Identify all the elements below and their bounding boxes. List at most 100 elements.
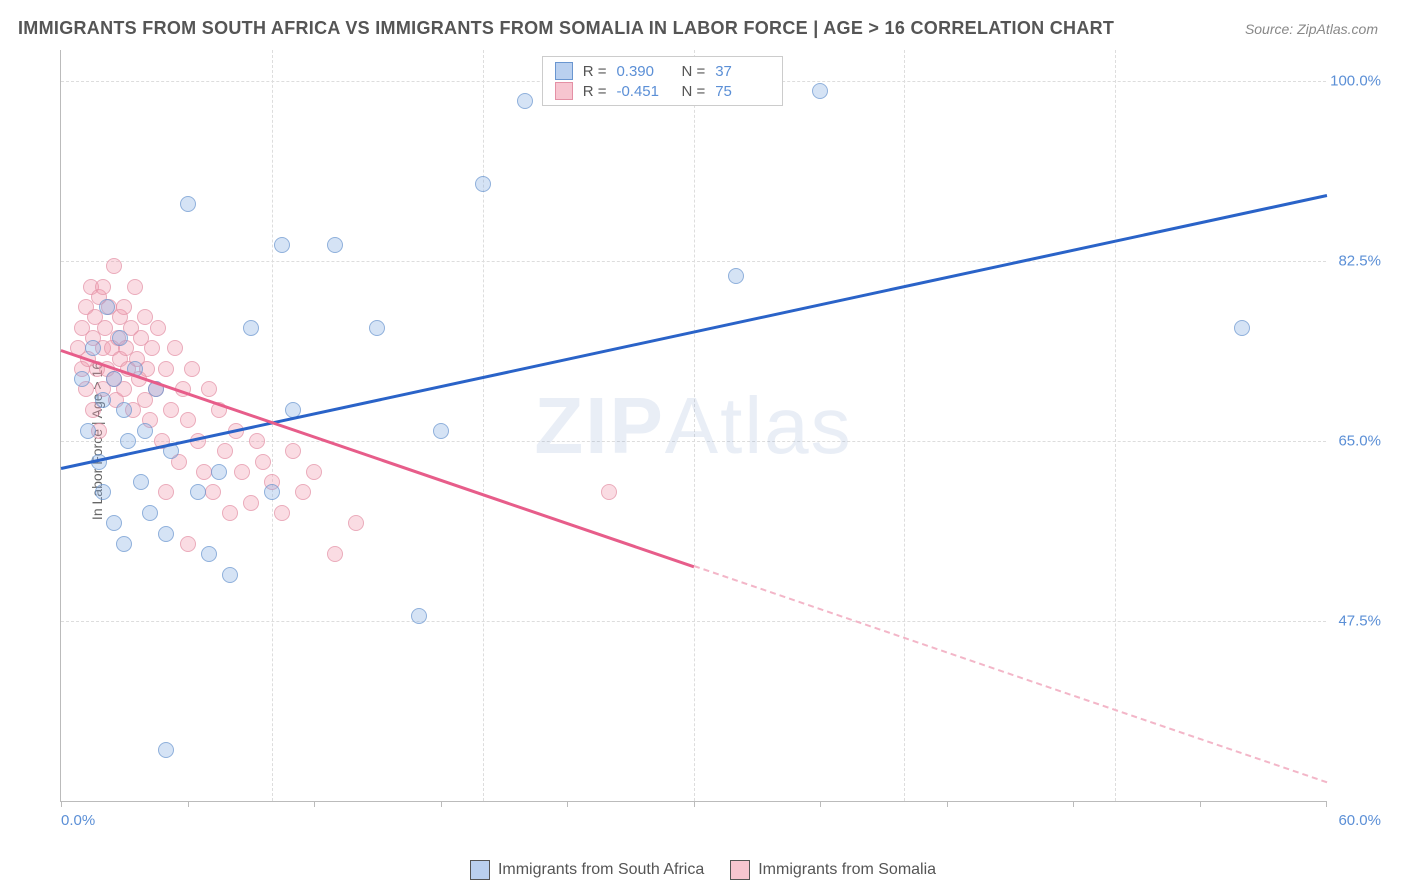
r-value-a: 0.390 [616,63,671,80]
gridline-v [1115,50,1116,801]
scatter-point-b [201,381,217,397]
scatter-point-a [116,536,132,552]
scatter-point-a [95,484,111,500]
watermark-bold: ZIP [534,381,664,470]
scatter-point-b [274,505,290,521]
scatter-point-a [95,392,111,408]
x-tick-mark [567,801,568,807]
scatter-point-a [116,402,132,418]
scatter-point-b [205,484,221,500]
scatter-point-a [475,176,491,192]
scatter-point-b [327,546,343,562]
y-tick-label: 100.0% [1330,72,1381,89]
x-tick-mark [694,801,695,807]
legend-swatch-b [730,860,750,880]
scatter-point-b [106,258,122,274]
scatter-point-a [274,237,290,253]
scatter-point-a [158,526,174,542]
series-legend: Immigrants from South Africa Immigrants … [0,860,1406,880]
scatter-point-b [243,495,259,511]
scatter-point-a [137,423,153,439]
r-label-b: R = [583,83,607,100]
scatter-point-b [249,433,265,449]
scatter-point-a [243,320,259,336]
scatter-point-a [74,371,90,387]
legend-swatch-a [470,860,490,880]
scatter-point-a [433,423,449,439]
scatter-point-a [180,196,196,212]
scatter-point-a [812,83,828,99]
scatter-point-a [211,464,227,480]
correlation-legend: R = 0.390 N = 37 R = -0.451 N = 75 [542,56,784,106]
gridline-v [904,50,905,801]
chart-title: IMMIGRANTS FROM SOUTH AFRICA VS IMMIGRAN… [18,18,1114,39]
scatter-point-b [150,320,166,336]
scatter-point-b [158,361,174,377]
scatter-point-b [285,443,301,459]
scatter-point-b [234,464,250,480]
chart-header: IMMIGRANTS FROM SOUTH AFRICA VS IMMIGRAN… [0,0,1406,49]
gridline-v [272,50,273,801]
scatter-point-a [222,567,238,583]
swatch-series-b [555,82,573,100]
x-tick-mark [314,801,315,807]
scatter-point-b [217,443,233,459]
scatter-point-b [95,279,111,295]
source-attribution: Source: ZipAtlas.com [1245,21,1378,37]
scatter-point-a [158,742,174,758]
n-value-a: 37 [715,63,770,80]
x-tick-mark [820,801,821,807]
y-tick-label: 65.0% [1338,432,1381,449]
scatter-point-b [184,361,200,377]
scatter-point-b [158,484,174,500]
legend-item-a: Immigrants from South Africa [470,860,704,880]
r-value-b: -0.451 [616,83,671,100]
scatter-point-a [133,474,149,490]
scatter-point-a [728,268,744,284]
n-label-a: N = [681,63,705,80]
scatter-point-a [80,423,96,439]
x-max-label: 60.0% [1338,812,1381,829]
scatter-point-b [167,340,183,356]
scatter-point-a [99,299,115,315]
gridline-v [694,50,695,801]
n-label-b: N = [681,83,705,100]
swatch-series-a [555,62,573,80]
y-tick-label: 82.5% [1338,252,1381,269]
scatter-point-b [295,484,311,500]
correlation-row-b: R = -0.451 N = 75 [555,81,771,101]
legend-item-b: Immigrants from Somalia [730,860,936,880]
x-min-label: 0.0% [61,812,95,829]
scatter-point-a [120,433,136,449]
scatter-point-a [106,515,122,531]
scatter-point-a [327,237,343,253]
legend-label-a: Immigrants from South Africa [498,861,704,879]
scatter-point-b [222,505,238,521]
correlation-row-a: R = 0.390 N = 37 [555,61,771,81]
scatter-point-a [264,484,280,500]
x-tick-mark [947,801,948,807]
plot-area: ZIPAtlas R = 0.390 N = 37 R = -0.451 N =… [60,50,1326,802]
scatter-point-a [142,505,158,521]
scatter-point-b [348,515,364,531]
scatter-point-a [517,93,533,109]
chart-container: In Labor Force | Age > 16 ZIPAtlas R = 0… [50,50,1386,832]
x-tick-mark [441,801,442,807]
trendline-b-dashed [694,565,1328,783]
scatter-point-b [601,484,617,500]
scatter-point-b [306,464,322,480]
scatter-point-a [112,330,128,346]
scatter-point-a [411,608,427,624]
scatter-point-a [1234,320,1250,336]
scatter-point-a [201,546,217,562]
gridline-v [483,50,484,801]
scatter-point-b [180,536,196,552]
legend-label-b: Immigrants from Somalia [758,861,936,879]
n-value-b: 75 [715,83,770,100]
x-tick-mark [188,801,189,807]
scatter-point-b [127,279,143,295]
scatter-point-b [116,299,132,315]
scatter-point-b [144,340,160,356]
r-label-a: R = [583,63,607,80]
scatter-point-a [190,484,206,500]
